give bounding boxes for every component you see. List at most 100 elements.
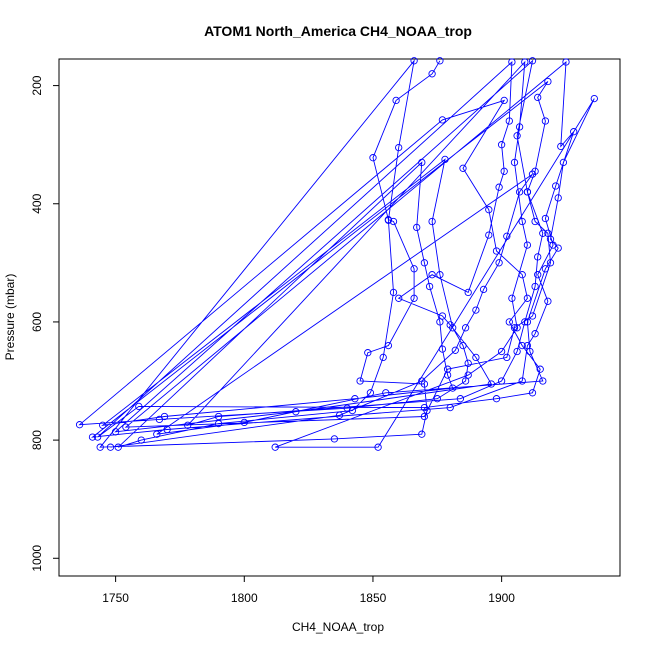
data-point	[389, 288, 398, 297]
data-point	[420, 259, 429, 267]
data-point	[459, 164, 467, 172]
data-point	[515, 123, 524, 131]
data-point	[562, 58, 570, 66]
data-point	[487, 380, 495, 388]
data-point	[539, 377, 547, 385]
data-point	[552, 182, 560, 190]
data-point	[382, 389, 390, 397]
data-point	[93, 433, 102, 441]
data-point	[510, 158, 519, 167]
y-tick-label: 200	[30, 75, 44, 95]
data-point	[214, 419, 223, 428]
data-point	[343, 404, 351, 412]
data-point	[531, 282, 539, 291]
data-point	[557, 142, 565, 151]
data-point	[459, 341, 467, 350]
y-tick-label: 1000	[30, 545, 44, 572]
data-point	[443, 365, 452, 373]
x-tick-label: 1900	[488, 591, 515, 605]
data-point	[464, 371, 472, 379]
y-tick-label: 800	[30, 430, 44, 450]
data-point	[436, 318, 444, 326]
data-point	[351, 395, 359, 403]
data-point	[428, 217, 436, 226]
data-point	[497, 377, 506, 385]
data-point	[528, 170, 537, 178]
data-point	[425, 282, 434, 291]
data-point	[503, 232, 511, 240]
data-point	[155, 415, 164, 424]
data-point	[518, 377, 526, 385]
data-point	[451, 346, 459, 354]
series-line	[78, 59, 595, 448]
data-point	[570, 128, 578, 136]
data-point	[88, 433, 97, 441]
data-point	[534, 253, 542, 261]
data-point	[521, 58, 529, 66]
data-point	[554, 244, 562, 252]
data-point	[395, 294, 403, 302]
data-point	[521, 318, 529, 326]
data-point	[464, 359, 472, 367]
data-point	[122, 423, 130, 431]
data-point	[510, 324, 519, 332]
data-point	[485, 231, 493, 239]
data-point	[518, 217, 526, 226]
data-point	[449, 384, 457, 392]
data-point	[369, 154, 377, 162]
data-point	[485, 206, 493, 214]
data-point	[410, 57, 418, 65]
data-point	[410, 265, 418, 273]
data-point	[456, 395, 465, 403]
data-point	[214, 412, 223, 421]
data-point	[513, 132, 521, 140]
data-point	[395, 143, 403, 152]
data-point	[366, 389, 375, 397]
data-point	[392, 96, 400, 105]
y-axis: 200 400 600 800 1000	[30, 75, 59, 572]
data-point	[505, 117, 513, 125]
x-tick-label: 1750	[102, 591, 129, 605]
data-point	[111, 428, 120, 436]
data-point	[443, 371, 452, 379]
data-point	[539, 229, 547, 237]
y-axis-label: Pressure (mbar)	[3, 274, 17, 361]
data-point	[446, 403, 454, 412]
data-point	[513, 324, 521, 332]
data-point	[518, 341, 526, 350]
data-point	[508, 294, 516, 302]
x-tick-label: 1800	[231, 591, 258, 605]
data-point	[534, 271, 542, 279]
data-point	[163, 425, 171, 434]
data-point	[590, 94, 598, 103]
data-point	[544, 229, 552, 237]
data-point	[420, 403, 429, 412]
data-point	[492, 247, 501, 255]
data-point	[438, 312, 447, 320]
data-point	[497, 347, 506, 356]
data-point	[528, 389, 537, 397]
data-point	[495, 259, 503, 267]
data-point	[523, 318, 532, 326]
data-point	[96, 443, 104, 451]
data-point	[410, 294, 418, 302]
chart-title: ATOM1 North_America CH4_NOAA_trop	[204, 23, 472, 39]
data-point	[99, 421, 107, 429]
data-point	[544, 297, 552, 305]
data-point	[541, 214, 550, 223]
data-point	[461, 324, 470, 332]
data-point	[523, 341, 532, 350]
data-point	[389, 217, 398, 226]
data-point	[526, 347, 534, 356]
data-point	[441, 155, 449, 164]
data-point	[418, 158, 426, 167]
data-point	[364, 349, 372, 357]
data-point	[114, 443, 122, 451]
data-point	[153, 430, 161, 438]
data-point	[541, 265, 550, 273]
data-point	[335, 411, 344, 419]
data-point	[505, 318, 513, 326]
data-point	[546, 235, 555, 243]
data-point	[135, 402, 143, 411]
data-point	[356, 377, 364, 385]
